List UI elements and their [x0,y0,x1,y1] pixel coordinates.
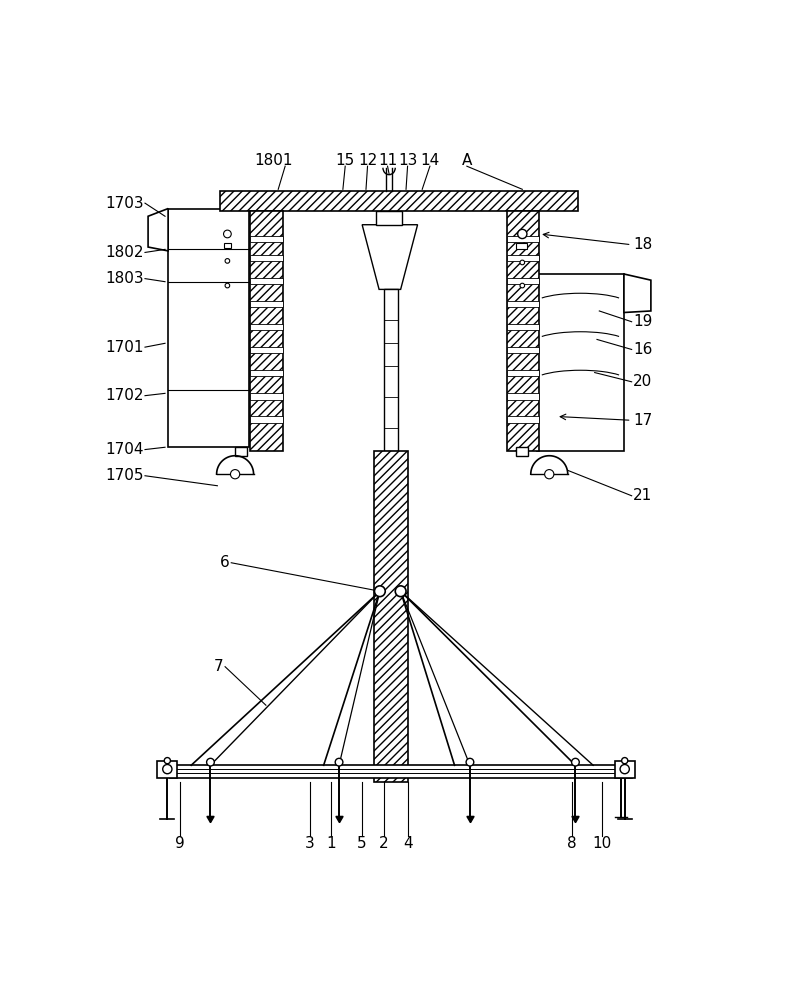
Bar [374,451,408,782]
Bar [615,761,635,778]
Circle shape [545,470,554,479]
Circle shape [335,758,343,766]
Text: 1703: 1703 [105,196,144,211]
Text: 1702: 1702 [105,388,144,403]
Bar [250,347,283,353]
Bar [376,211,402,225]
Text: 13: 13 [398,153,417,168]
Bar [250,255,283,261]
Polygon shape [148,209,168,251]
Circle shape [571,758,579,766]
Text: 1: 1 [327,836,336,851]
Text: 1803: 1803 [105,271,144,286]
Polygon shape [624,274,651,312]
Bar [507,370,539,376]
Text: 21: 21 [634,488,652,503]
Circle shape [231,470,240,479]
Bar [250,278,283,284]
Bar [516,243,527,249]
Polygon shape [530,456,567,474]
Polygon shape [362,225,418,289]
Text: 14: 14 [420,153,439,168]
Polygon shape [216,456,253,474]
Bar [170,765,632,778]
Bar [537,274,624,451]
Bar [168,209,249,447]
Circle shape [375,586,386,597]
Bar [250,370,283,376]
Bar [250,211,283,451]
Circle shape [163,764,172,774]
Text: 4: 4 [404,836,413,851]
Text: 9: 9 [175,836,184,851]
Text: 1701: 1701 [105,340,144,355]
Bar [220,191,578,211]
Bar [507,235,539,242]
Bar [507,393,539,400]
Circle shape [466,758,474,766]
Circle shape [225,283,230,288]
Circle shape [520,283,525,288]
Circle shape [395,586,406,597]
Bar [507,211,539,451]
Text: 15: 15 [335,153,355,168]
Text: 20: 20 [634,374,652,389]
Text: 17: 17 [634,413,652,428]
Circle shape [520,260,525,265]
Bar [224,243,231,248]
Text: 3: 3 [305,836,315,851]
Text: 2: 2 [379,836,389,851]
Circle shape [620,764,630,774]
Bar [516,447,528,456]
Bar [507,301,539,307]
Text: 1704: 1704 [105,442,144,457]
Bar [157,761,177,778]
Circle shape [225,259,230,263]
Text: 7: 7 [214,659,224,674]
Bar [507,255,539,261]
Text: 11: 11 [378,153,397,168]
Text: 8: 8 [567,836,576,851]
Bar [507,278,539,284]
Text: A: A [462,153,472,168]
Text: 1802: 1802 [105,245,144,260]
Text: 5: 5 [357,836,367,851]
Bar [250,324,283,330]
Bar [235,447,247,456]
Bar [250,416,283,423]
Circle shape [164,758,171,764]
Circle shape [224,230,231,238]
Text: 12: 12 [358,153,377,168]
Circle shape [207,758,214,766]
Circle shape [518,229,527,239]
Bar [250,235,283,242]
Bar [250,301,283,307]
Text: 10: 10 [593,836,612,851]
Bar [507,324,539,330]
Bar [507,347,539,353]
Circle shape [622,758,628,764]
Text: 16: 16 [634,342,652,357]
Text: 19: 19 [634,314,652,329]
Bar [507,416,539,423]
Text: 1801: 1801 [254,153,293,168]
Bar [384,289,397,451]
Bar [250,393,283,400]
Text: 18: 18 [634,237,652,252]
Text: 6: 6 [220,555,230,570]
Text: 1705: 1705 [105,468,144,483]
